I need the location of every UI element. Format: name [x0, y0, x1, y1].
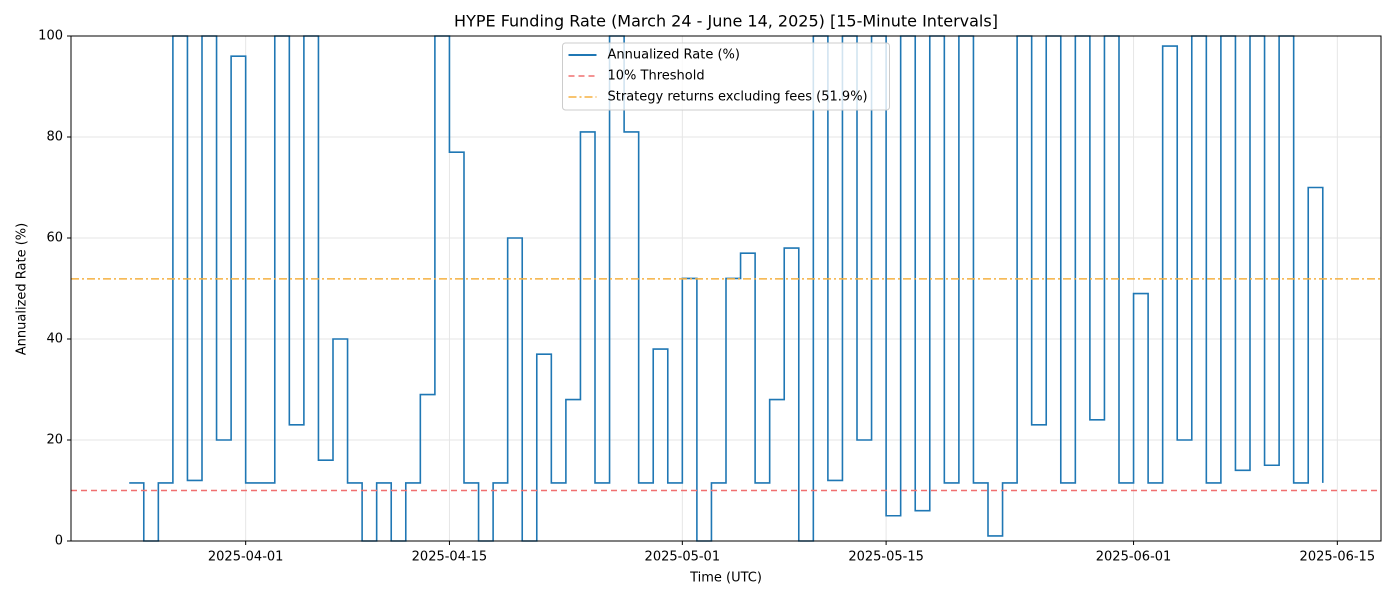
chart-title: HYPE Funding Rate (March 24 - June 14, 2… — [454, 12, 998, 31]
legend-box — [562, 42, 890, 111]
data-line — [129, 35, 1324, 542]
legend: Annualized Rate (%) 10% Threshold Strategy… — [562, 42, 890, 111]
legend-label: 10% Threshold — [608, 69, 705, 84]
y-tick-label: 40 — [46, 332, 63, 347]
x-tick-label: 2025-06-01 — [1096, 550, 1172, 565]
plot-frame — [70, 35, 1382, 542]
y-axis-label: Annualized Rate (%) — [15, 223, 30, 355]
x-tick-label: 2025-04-01 — [208, 550, 284, 565]
legend-label: Strategy returns excluding fees (51.9%) — [608, 90, 868, 105]
y-tick-label: 60 — [46, 231, 63, 246]
y-tick-label: 100 — [38, 29, 63, 44]
x-tick-label: 2025-05-01 — [645, 550, 721, 565]
legend-label: Annualized Rate (%) — [608, 48, 740, 63]
x-tick-label: 2025-05-15 — [848, 550, 924, 565]
y-tick-label: 20 — [46, 433, 63, 448]
x-tick-label: 2025-04-15 — [412, 550, 488, 565]
x-tick-label: 2025-06-15 — [1300, 550, 1376, 565]
y-tick-label: 80 — [46, 130, 63, 145]
x-axis-label: Time (UTC) — [689, 571, 762, 586]
y-tick-label: 0 — [55, 534, 63, 549]
